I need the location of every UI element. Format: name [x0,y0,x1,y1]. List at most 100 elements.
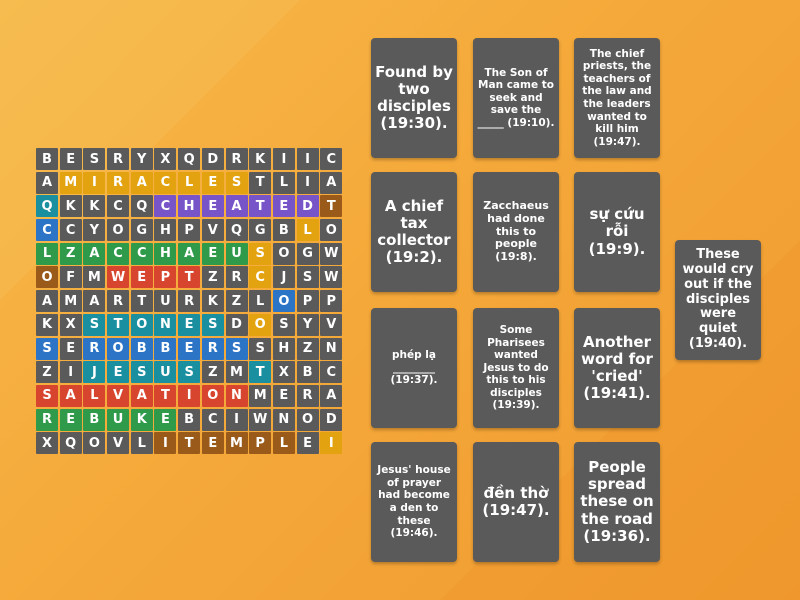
grid-cell[interactable]: E [272,384,295,407]
grid-cell[interactable]: E [201,432,224,455]
grid-cell[interactable]: L [249,290,272,313]
grid-cell[interactable]: O [130,313,153,336]
grid-cell[interactable]: L [272,432,295,455]
grid-cell[interactable]: U [154,361,177,384]
grid-cell[interactable]: E [59,148,82,170]
card-phep-la[interactable]: phép lạ ________ (19:37). [371,308,457,428]
grid-cell[interactable]: R [225,266,248,289]
grid-cell[interactable]: J [83,361,106,384]
card-people-spread[interactable]: People spread these on the road (19:36). [574,442,660,562]
grid-cell[interactable]: K [36,313,58,336]
grid-cell[interactable]: K [59,195,82,218]
grid-cell[interactable]: S [249,242,272,265]
grid-cell[interactable]: Z [201,266,224,289]
grid-cell[interactable]: R [107,171,130,194]
grid-cell[interactable]: D [296,195,319,218]
grid-cell[interactable]: Y [296,313,319,336]
grid-cell[interactable]: O [320,219,343,242]
grid-cell[interactable]: B [130,337,153,360]
grid-cell[interactable]: C [249,266,272,289]
grid-cell[interactable]: P [178,219,201,242]
grid-cell[interactable]: L [36,242,58,265]
grid-cell[interactable]: V [107,432,130,455]
grid-cell[interactable]: A [130,171,153,194]
grid-cell[interactable]: W [249,408,272,431]
grid-cell[interactable]: N [154,313,177,336]
grid-cell[interactable]: A [59,384,82,407]
grid-cell[interactable]: L [272,171,295,194]
grid-cell[interactable]: U [225,242,248,265]
grid-cell[interactable]: I [296,171,319,194]
grid-cell[interactable]: O [201,384,224,407]
grid-cell[interactable]: C [59,219,82,242]
grid-cell[interactable]: R [225,148,248,170]
grid-cell[interactable]: M [83,266,106,289]
grid-cell[interactable]: P [249,432,272,455]
grid-cell[interactable]: E [178,313,201,336]
card-chief-priests[interactable]: The chief priests, the teachers of the l… [574,38,660,158]
grid-cell[interactable]: D [225,313,248,336]
grid-cell[interactable]: E [154,408,177,431]
grid-cell[interactable]: Y [83,219,106,242]
grid-cell[interactable]: S [272,313,295,336]
grid-cell[interactable]: C [320,148,343,170]
grid-cell[interactable]: A [36,290,58,313]
grid-cell[interactable]: S [296,266,319,289]
grid-cell[interactable]: V [320,313,343,336]
grid-cell[interactable]: A [83,242,106,265]
grid-cell[interactable]: T [178,266,201,289]
grid-cell[interactable]: T [154,384,177,407]
grid-cell[interactable]: Z [36,361,58,384]
grid-cell[interactable]: Z [59,242,82,265]
grid-cell[interactable]: G [296,242,319,265]
grid-cell[interactable]: B [83,408,106,431]
grid-cell[interactable]: V [201,219,224,242]
grid-cell[interactable]: I [225,408,248,431]
grid-cell[interactable]: D [201,148,224,170]
grid-cell[interactable]: E [59,408,82,431]
grid-cell[interactable]: J [272,266,295,289]
grid-cell[interactable]: E [130,266,153,289]
grid-cell[interactable]: T [249,171,272,194]
grid-cell[interactable]: X [272,361,295,384]
grid-cell[interactable]: R [201,337,224,360]
grid-cell[interactable]: U [154,290,177,313]
grid-cell[interactable]: H [154,219,177,242]
grid-cell[interactable]: S [36,337,58,360]
grid-cell[interactable]: S [249,337,272,360]
grid-cell[interactable]: S [225,171,248,194]
grid-cell[interactable]: M [59,290,82,313]
grid-cell[interactable]: F [59,266,82,289]
grid-cell[interactable]: B [154,337,177,360]
grid-cell[interactable]: M [225,361,248,384]
grid-cell[interactable]: G [130,219,153,242]
grid-cell[interactable]: S [201,313,224,336]
grid-cell[interactable]: R [107,290,130,313]
grid-cell[interactable]: E [178,337,201,360]
grid-cell[interactable]: O [107,337,130,360]
grid-cell[interactable]: N [320,337,343,360]
grid-cell[interactable]: C [320,361,343,384]
grid-cell[interactable]: A [225,195,248,218]
grid-cell[interactable]: H [272,337,295,360]
grid-cell[interactable]: X [154,148,177,170]
grid-cell[interactable]: L [83,384,106,407]
card-some-pharisees[interactable]: Some Pharisees wanted Jesus to do this t… [473,308,559,428]
grid-cell[interactable]: R [178,290,201,313]
grid-cell[interactable]: I [59,361,82,384]
grid-cell[interactable]: O [296,408,319,431]
grid-cell[interactable]: Z [296,337,319,360]
grid-cell[interactable]: S [36,384,58,407]
grid-cell[interactable]: T [249,361,272,384]
grid-cell[interactable]: I [154,432,177,455]
grid-cell[interactable]: R [83,337,106,360]
grid-cell[interactable]: E [201,242,224,265]
grid-cell[interactable]: I [178,384,201,407]
grid-cell[interactable]: H [178,195,201,218]
grid-cell[interactable]: Z [225,290,248,313]
grid-cell[interactable]: I [320,432,343,455]
card-would-cry-out[interactable]: These would cry out if the disciples wer… [675,240,761,360]
grid-cell[interactable]: Q [130,195,153,218]
grid-cell[interactable]: Y [130,148,153,170]
grid-cell[interactable]: M [249,384,272,407]
